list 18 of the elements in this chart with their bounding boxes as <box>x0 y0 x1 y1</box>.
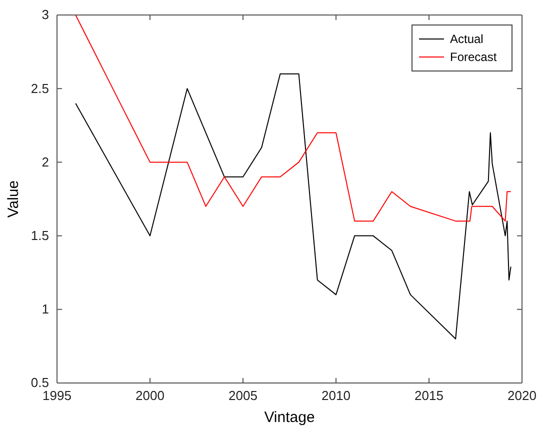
legend-label: Forecast <box>450 50 498 64</box>
y-tick-label: 0.5 <box>30 375 49 390</box>
y-tick-label: 1.5 <box>30 228 49 243</box>
x-tick-label: 2010 <box>322 388 350 404</box>
y-tick-label: 2 <box>42 154 49 170</box>
y-tick-label: 2.5 <box>30 80 49 96</box>
x-tick-label: 2020 <box>508 388 536 404</box>
y-tick-label: 1 <box>42 302 49 317</box>
line-series <box>75 73 512 340</box>
x-tick-label: 2000 <box>136 388 164 404</box>
legend-label: Actual <box>450 32 484 46</box>
x-tick-label: 2005 <box>228 388 258 404</box>
line-series <box>75 14 512 222</box>
x-tick-label: 1995 <box>42 388 72 404</box>
x-axis-title: Vintage <box>264 409 315 426</box>
y-tick-label: 3 <box>42 7 49 22</box>
y-axis-title: Value <box>5 180 22 218</box>
x-tick-label: 2015 <box>414 388 444 404</box>
